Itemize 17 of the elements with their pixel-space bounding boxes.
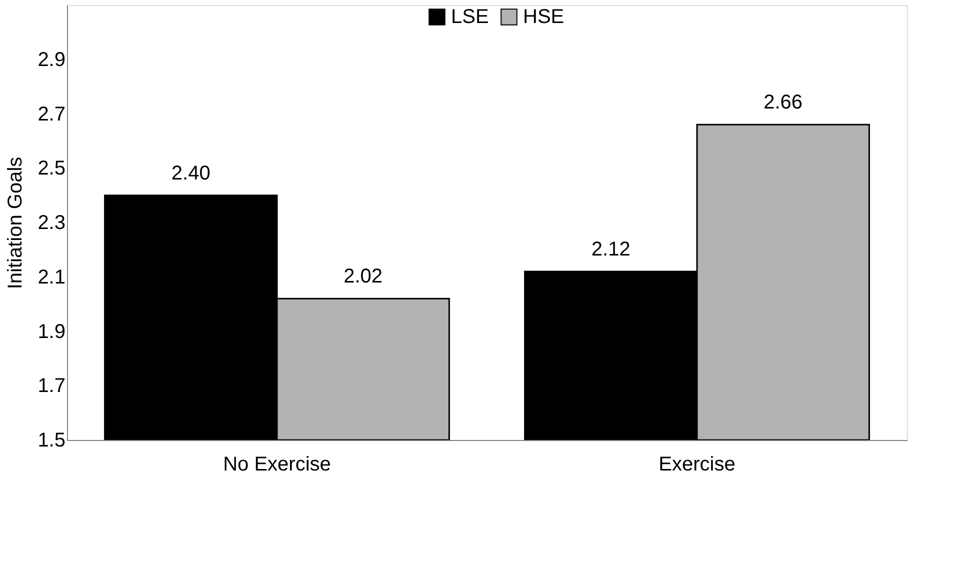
legend-label: LSE [451,6,489,28]
x-tick-label: Exercise [658,454,736,476]
y-tick-label: 1.7 [38,375,66,398]
y-tick-label: 2.1 [38,266,66,288]
data-label: 2.66 [764,92,803,114]
y-axis-title: Initiation Goals [4,156,27,290]
data-label: 2.12 [591,238,630,260]
y-tick-label: 2.9 [38,48,66,71]
data-label: 2.02 [344,266,383,288]
legend-label: HSE [523,6,564,28]
y-tick-label: 1.9 [38,320,66,343]
y-tick-label: 1.5 [38,430,66,452]
y-tick-label: 2.7 [38,103,66,126]
y-tick-label: 2.3 [38,212,66,234]
x-tick-label: No Exercise [223,454,331,476]
data-label: 2.40 [171,162,210,184]
y-tick-label: 2.5 [38,158,66,180]
